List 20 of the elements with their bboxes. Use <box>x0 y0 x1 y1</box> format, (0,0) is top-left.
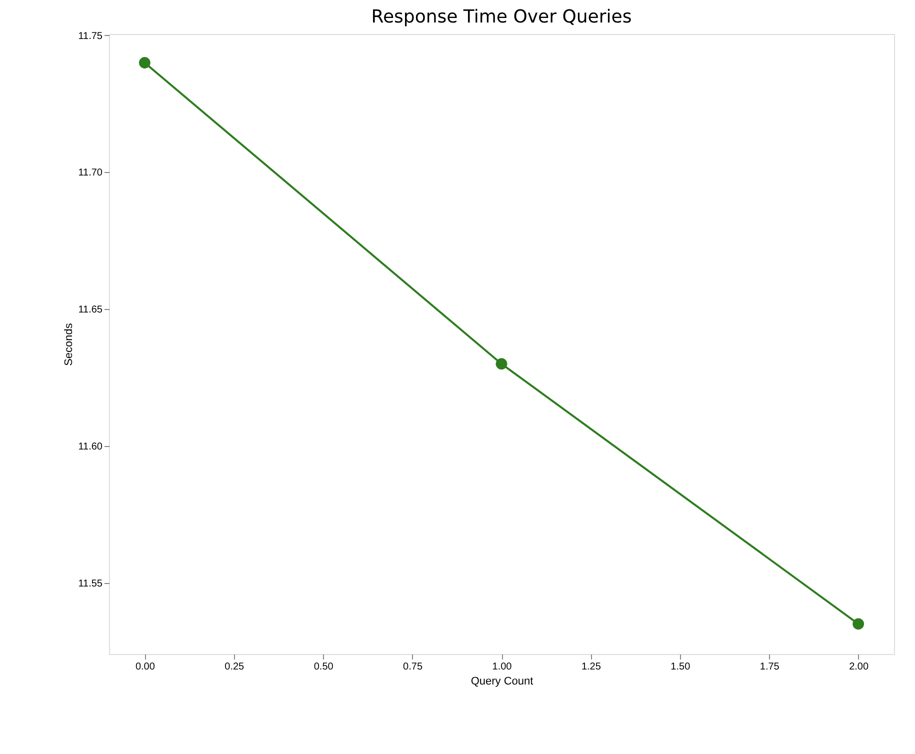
x-tick-label: 1.25 <box>581 662 602 672</box>
y-tick-label: 11.70 <box>78 168 103 179</box>
point <box>138 57 150 68</box>
y-tick-label: 11.55 <box>78 578 103 590</box>
x-tick-label: 0.75 <box>403 662 423 672</box>
x-tick-label: 1.50 <box>670 662 691 672</box>
y-tick-label: 11.75 <box>78 30 103 42</box>
x-tick-label: 1.00 <box>492 662 512 672</box>
point <box>496 358 508 370</box>
x-tick-label: 0.00 <box>135 662 156 672</box>
y-axis-title: Seconds <box>63 322 76 366</box>
x-tick-label: 1.75 <box>760 662 780 672</box>
y-tick-label: 11.65 <box>78 304 103 316</box>
x-tick-label: 2.00 <box>849 662 869 672</box>
y-tick-label: 11.60 <box>78 441 103 452</box>
x-tick-label: 0.25 <box>224 662 245 672</box>
point <box>852 618 864 630</box>
chart-title: Response Time Over Queries <box>371 6 632 28</box>
x-axis-title: Query Count <box>470 676 534 688</box>
x-tick-label: 0.50 <box>314 662 334 672</box>
